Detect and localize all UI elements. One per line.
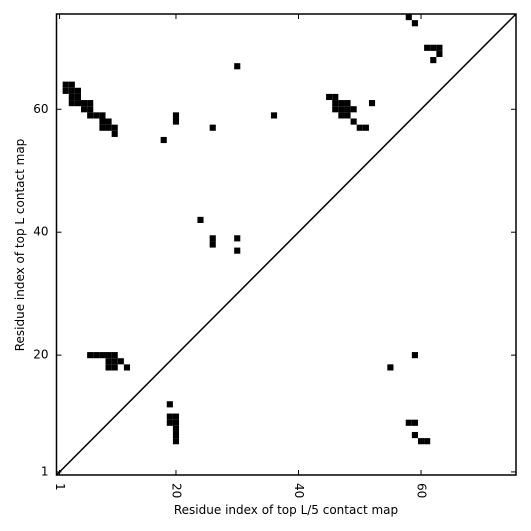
contact-cell — [166, 419, 173, 426]
y-axis-label: Residue index of top L contact map — [13, 139, 27, 352]
contact-cell — [105, 118, 112, 125]
contact-cell — [332, 106, 339, 113]
contact-cell — [338, 100, 345, 107]
contact-cell — [387, 364, 394, 371]
contact-cell — [105, 352, 112, 359]
contact-cell — [417, 438, 425, 445]
contact-cell — [436, 50, 443, 58]
y-tick-label: 40 — [33, 225, 48, 239]
x-tick-label: 1 — [53, 483, 67, 491]
contact-cell — [332, 93, 339, 101]
contact-cell — [368, 100, 376, 107]
contact-cell — [87, 106, 94, 113]
contact-cell — [436, 44, 443, 51]
contact-cell — [209, 235, 216, 242]
contact-cell — [338, 112, 345, 119]
contact-cell — [111, 130, 118, 137]
contact-cell — [172, 112, 180, 119]
contact-cell — [332, 100, 339, 107]
x-tick-label: 20 — [169, 483, 183, 498]
contact-cell — [344, 100, 351, 107]
contact-cell — [68, 87, 75, 94]
contact-cell — [87, 112, 94, 119]
contact-cell — [234, 247, 241, 254]
plot-frame — [55, 13, 517, 476]
contact-cell — [338, 106, 345, 113]
contact-cell — [405, 419, 412, 426]
contact-cell — [105, 358, 112, 365]
contact-cell — [74, 87, 82, 94]
contact-cell — [234, 235, 241, 242]
contact-cell — [111, 124, 118, 131]
contact-cell — [411, 419, 418, 426]
x-tick-label: 60 — [415, 483, 429, 498]
contact-cell — [68, 100, 75, 107]
contact-cell — [160, 136, 167, 144]
contact-cell — [62, 81, 69, 88]
contact-cell — [326, 93, 333, 101]
contact-cell — [87, 100, 94, 107]
contact-cell — [74, 93, 82, 101]
contact-cell — [68, 81, 75, 88]
y-tick-label: 1 — [41, 464, 49, 478]
x-tick-label: 40 — [292, 483, 306, 498]
contact-cell — [350, 118, 357, 125]
contact-cell — [99, 118, 106, 125]
contact-cell — [209, 241, 216, 248]
contact-cell — [344, 112, 351, 119]
contact-cell — [87, 352, 94, 359]
contact-cell — [111, 364, 118, 371]
contact-cell — [81, 106, 88, 113]
contact-cell — [123, 364, 131, 371]
contact-cell — [62, 87, 69, 94]
contact-cell — [411, 352, 418, 359]
contact-cell — [166, 413, 173, 420]
contact-cell — [81, 100, 88, 107]
contact-cell — [166, 401, 173, 408]
contact-cell — [172, 431, 180, 439]
contact-cell — [430, 57, 437, 64]
contact-cell — [105, 124, 112, 131]
y-tick-label: 20 — [33, 348, 48, 362]
contact-cell — [172, 438, 180, 445]
contact-cell — [430, 44, 437, 51]
contact-cell — [172, 413, 180, 420]
contact-cell — [411, 20, 418, 27]
y-tick-label: 60 — [33, 102, 48, 116]
contact-cell — [424, 44, 431, 51]
contact-cell — [172, 425, 180, 432]
contact-cell — [209, 124, 216, 131]
contact-cell — [74, 100, 82, 107]
contact-cell — [172, 118, 180, 125]
contact-cell — [405, 14, 412, 21]
contact-cell — [411, 431, 418, 439]
contact-cell — [99, 352, 106, 359]
contact-cell — [117, 358, 124, 365]
x-axis-label: Residue index of top L/5 contact map — [174, 503, 398, 517]
contact-cell — [172, 419, 180, 426]
contact-cell — [93, 112, 100, 119]
contact-cell — [93, 352, 100, 359]
contact-cell — [234, 63, 241, 70]
contact-cell — [105, 364, 112, 371]
contact-cell — [344, 106, 351, 113]
contact-cell — [68, 93, 75, 101]
contact-cell — [99, 124, 106, 131]
contact-cell — [197, 216, 204, 223]
contact-cell — [111, 358, 118, 365]
contact-cell — [350, 106, 357, 113]
contact-cell — [356, 124, 363, 131]
contact-cell — [424, 438, 431, 445]
contact-cell — [270, 112, 278, 119]
diagonal — [55, 13, 517, 476]
contact-cell — [99, 112, 106, 119]
contact-cell — [362, 124, 369, 131]
contact-cell — [111, 352, 118, 359]
